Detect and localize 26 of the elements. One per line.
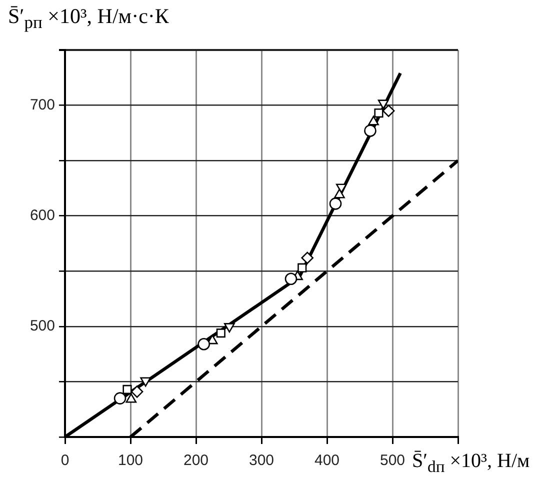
point bbox=[301, 252, 314, 264]
point bbox=[364, 124, 376, 137]
x-tick-label: 300 bbox=[248, 452, 274, 470]
point bbox=[216, 328, 226, 338]
point bbox=[198, 338, 210, 350]
x-tick-label: 100 bbox=[118, 452, 144, 470]
x-tick-label: 400 bbox=[314, 452, 340, 470]
x-tick-label: 0 bbox=[60, 452, 70, 470]
point bbox=[382, 104, 395, 117]
point bbox=[126, 393, 137, 403]
x-tick-label: 200 bbox=[183, 452, 209, 470]
point bbox=[329, 198, 342, 210]
point bbox=[374, 108, 384, 118]
point bbox=[298, 263, 307, 272]
point bbox=[284, 272, 298, 286]
y-tick-label: 700 bbox=[30, 96, 55, 114]
x-tick-label: 500 bbox=[380, 452, 406, 470]
y-axis-title: S̄′$_{pп}$ ×10³, Н/м·с·К bbox=[8, 4, 169, 34]
point bbox=[368, 116, 379, 126]
point bbox=[130, 386, 144, 398]
point bbox=[334, 188, 345, 198]
y-tick-label: 500 bbox=[30, 318, 55, 335]
y-tick-label: 600 bbox=[30, 207, 55, 224]
x-axis-title: S̄′$_{dп}$ ×10³, Н/м bbox=[412, 450, 530, 477]
point bbox=[122, 384, 132, 394]
point bbox=[114, 392, 126, 404]
